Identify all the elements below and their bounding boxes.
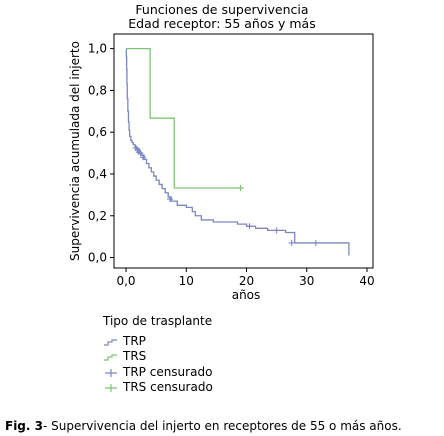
legend-label: TRS bbox=[123, 349, 147, 363]
legend-item-trp: TRP bbox=[103, 334, 213, 350]
caption-text: - Supervivencia del injerto en receptore… bbox=[43, 419, 402, 433]
y-axis-label: Supervivencia acumulada del injerto bbox=[68, 41, 82, 261]
axis-ticks: 0,0 10 20 30 40 0,0 0,2 0,4 0,6 0,8 1,0 bbox=[88, 42, 375, 288]
series-lines bbox=[125, 47, 350, 256]
censor-marks bbox=[132, 144, 319, 246]
series-line-trs bbox=[126, 47, 244, 189]
chart-title: Funciones de supervivencia bbox=[135, 2, 309, 17]
legend-title: Tipo de trasplante bbox=[103, 314, 213, 328]
legend-label: TRP bbox=[123, 333, 146, 348]
x-tick-label: 20 bbox=[239, 274, 254, 288]
censor-mark bbox=[139, 154, 146, 161]
caption-label: Fig. 3 bbox=[5, 419, 43, 433]
chart-plot: 0,0 10 20 30 40 0,0 0,2 0,4 0,6 0,8 1,0 años Super… bbox=[68, 33, 375, 302]
legend-item-trs-censored: TRS censurado bbox=[103, 380, 213, 396]
y-tick-label: 0,8 bbox=[88, 83, 107, 97]
legend-item-trs: TRS bbox=[103, 349, 213, 365]
x-tick-label: 10 bbox=[179, 274, 194, 288]
x-tick-label: 0,0 bbox=[116, 274, 135, 288]
plot-frame bbox=[113, 33, 374, 269]
figure-caption: Fig. 3- Supervivencia del injerto en rec… bbox=[5, 419, 444, 433]
legend: Tipo de trasplante TRP TRS TRP censurado… bbox=[103, 314, 213, 396]
legend-step-line-icon bbox=[104, 354, 117, 361]
censor-mark bbox=[273, 227, 280, 234]
censor-mark bbox=[312, 239, 319, 246]
y-tick-label: 0,6 bbox=[88, 125, 107, 139]
legend-plus-icon bbox=[105, 384, 117, 392]
x-tick-label: 30 bbox=[299, 274, 314, 288]
legend-plus-icon bbox=[105, 368, 117, 377]
y-tick-label: 0,0 bbox=[88, 251, 107, 265]
censor-mark bbox=[288, 239, 295, 246]
chart-subtitle: Edad receptor: 55 años y más bbox=[128, 16, 316, 31]
y-tick-label: 0,2 bbox=[88, 209, 107, 223]
x-axis-label: años bbox=[232, 288, 261, 302]
legend-label: TRS censurado bbox=[123, 380, 213, 394]
y-tick-label: 1,0 bbox=[88, 42, 107, 56]
legend-item-trp-censored: TRP censurado bbox=[103, 365, 213, 381]
legend-step-line-icon bbox=[104, 338, 117, 346]
censor-mark bbox=[246, 223, 253, 230]
censor-mark bbox=[167, 196, 174, 203]
series-line-trp bbox=[125, 47, 350, 256]
censor-mark bbox=[237, 184, 244, 191]
censor-mark bbox=[137, 150, 144, 157]
legend-label: TRP censurado bbox=[123, 364, 213, 379]
x-tick-label: 40 bbox=[359, 274, 374, 288]
y-tick-label: 0,4 bbox=[88, 167, 107, 181]
